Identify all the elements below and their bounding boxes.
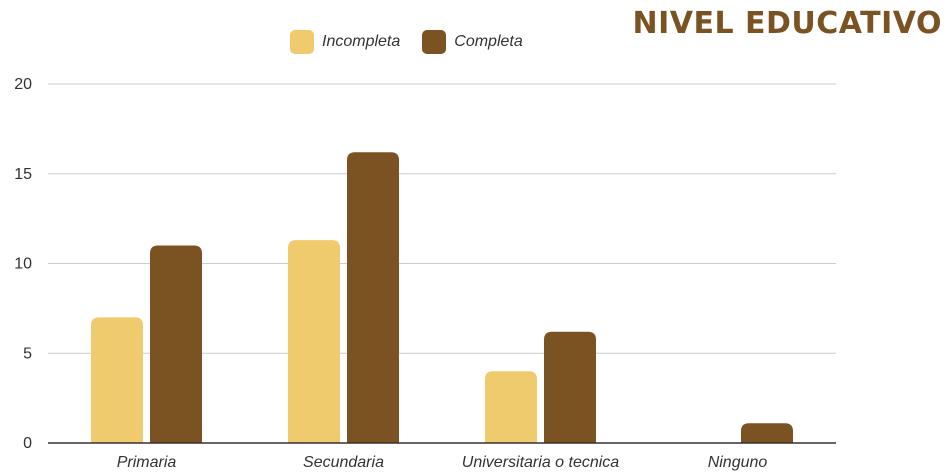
bar-incompleta — [91, 317, 143, 443]
y-tick-label: 0 — [23, 435, 32, 452]
bar-incompleta — [288, 240, 340, 443]
y-tick-label: 20 — [14, 76, 32, 93]
legend-label-completa: Completa — [454, 33, 523, 50]
y-tick-label: 5 — [23, 345, 32, 362]
bar-incompleta — [485, 371, 537, 443]
x-tick-label: Secundaria — [303, 454, 384, 471]
y-tick-label: 15 — [14, 166, 32, 183]
legend-swatch-incompleta — [290, 30, 314, 54]
x-tick-label: Primaria — [117, 454, 177, 471]
bar-completa — [741, 423, 793, 443]
bar-completa — [347, 152, 399, 443]
legend: Incompleta Completa — [290, 30, 523, 54]
legend-swatch-completa — [422, 30, 447, 54]
chart-heading: NIVEL EDUCATIVO — [632, 6, 942, 41]
legend-item-completa: Completa — [422, 30, 523, 54]
x-tick-label: Universitaria o tecnica — [462, 454, 620, 471]
bar-completa — [150, 245, 202, 443]
bar-completa — [544, 331, 596, 443]
x-tick-label: Ninguno — [708, 454, 768, 471]
legend-item-incompleta: Incompleta — [290, 30, 400, 54]
y-tick-label: 10 — [14, 256, 32, 273]
legend-label-incompleta: Incompleta — [322, 33, 401, 50]
